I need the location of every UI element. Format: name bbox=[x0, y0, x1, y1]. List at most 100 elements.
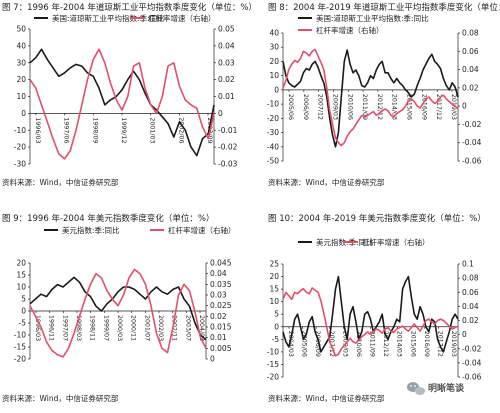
series-line-leverage bbox=[29, 268, 207, 358]
x-tick-label: 1996/11 bbox=[48, 315, 55, 341]
x-tick-label: 2016/09 bbox=[423, 331, 430, 357]
y-tick-label-left: 0 bbox=[21, 307, 26, 316]
x-tick-label: 2009/03 bbox=[331, 94, 338, 120]
x-tick-label: 2005/06 bbox=[301, 331, 308, 357]
chart-title: 图 8：2004 年-2019 年道琼斯工业平均指数季度变化（单位：%） bbox=[268, 2, 500, 13]
y-tick-label-right: 0.03 bbox=[210, 291, 227, 300]
chart-title: 图 7：1996 年-2004 年道琼斯工业平均指数季度变化（单位：%） bbox=[2, 2, 257, 13]
y-tick-label-left: 20 bbox=[16, 75, 26, 84]
y-tick-label-right: 0.02 bbox=[218, 75, 235, 84]
watermark-text: 明晰笔谈 bbox=[428, 382, 465, 394]
y-tick-label-right: -0.02 bbox=[218, 143, 238, 152]
x-ticks: 2004/03 2005/06 2006/09 2007/12 2009/03 2010/… bbox=[287, 326, 457, 357]
legend: 美元指数:季:同比 杠杆率增速（右轴） bbox=[44, 225, 236, 235]
y-tick-label-right: 0.04 bbox=[462, 302, 479, 311]
legend-label-2: 杠杆率增速（右轴） bbox=[316, 25, 384, 35]
series-line-index bbox=[282, 49, 459, 148]
y-tick-label-right: 0 bbox=[462, 102, 467, 111]
x-tick-label: 2014/03 bbox=[396, 331, 403, 357]
y-tick-label-right: 0.045 bbox=[210, 259, 232, 268]
x-tick-label: 2005/06 bbox=[287, 94, 294, 120]
y-tick-label-left: -30 bbox=[14, 160, 26, 169]
y-tick-label-left: 20 bbox=[16, 259, 26, 268]
y-tick-label-right: 0 bbox=[210, 355, 215, 364]
y-tick-label-left: 30 bbox=[269, 43, 279, 52]
x-tick-label: 2012/12 bbox=[376, 94, 383, 120]
series-line-index bbox=[29, 48, 215, 157]
y-tick-label-left: 25 bbox=[269, 260, 279, 269]
y-tick-label-left: -5 bbox=[272, 335, 280, 344]
y-tick-label-left: 0 bbox=[274, 85, 279, 94]
series-line-leverage bbox=[29, 48, 215, 160]
y-tick-label-left: -20 bbox=[267, 114, 279, 123]
y-tick-label-right: -0.01 bbox=[218, 126, 238, 135]
y-tick-label-right: 0.035 bbox=[210, 280, 232, 289]
legend-label-1: 美国:道琼斯工业平均指数:季:同比 bbox=[52, 13, 165, 23]
y-tick-label-left: -20 bbox=[14, 143, 26, 152]
y-tick-label-left: 20 bbox=[269, 272, 279, 281]
x-ticks: 1996/03 1996/11 1997/07 1998/03 1998/11 1999/… bbox=[34, 311, 205, 341]
y-tick-label-left: -20 bbox=[267, 373, 279, 382]
x-tick-label: 2016/09 bbox=[420, 94, 427, 120]
y-ticks-left: 20 15 10 5 0 -5 -10 -15 -20 bbox=[14, 259, 30, 364]
axes: 20151050-5-10-15-200.0450.040.0350.030.0… bbox=[14, 259, 232, 364]
y-ticks-right: 0.05 0.04 0.03 0.02 0.01 0 -0.01 -0.02 -0.03 bbox=[214, 25, 238, 169]
y-tick-label-left: 20 bbox=[269, 57, 279, 66]
x-tick-label: 2007/12 bbox=[317, 94, 324, 120]
y-tick-label-left: -50 bbox=[267, 157, 279, 166]
source-note: 资料来源：Wind，中信证券研究部 bbox=[2, 177, 119, 187]
y-tick-label-left: 5 bbox=[274, 310, 279, 319]
series-line-index bbox=[282, 275, 459, 353]
y-tick-label-right: 0.03 bbox=[218, 58, 235, 67]
series-line-index bbox=[29, 276, 207, 341]
x-tick-label: 2000/03 bbox=[116, 315, 123, 341]
y-tick-label-left: 30 bbox=[16, 58, 26, 67]
y-tick-label-left: -40 bbox=[267, 142, 279, 151]
y-tick-label-right: 0.005 bbox=[210, 344, 232, 353]
chart-title: 图 9：1996 年-2004 年美元指数季度变化（单位：%） bbox=[2, 213, 214, 224]
x-tick-label: 2001/07 bbox=[143, 315, 150, 341]
x-tick-label: 2004/03 bbox=[198, 315, 205, 341]
y-tick-label-left: -15 bbox=[267, 360, 279, 369]
y-tick-label-right: 0.04 bbox=[210, 269, 227, 278]
y-tick-label-right: -0.04 bbox=[462, 358, 482, 367]
y-tick-label-right: 0.08 bbox=[462, 274, 479, 283]
y-tick-label-left: -5 bbox=[19, 319, 27, 328]
x-tick-label: 2011/09 bbox=[369, 331, 376, 357]
chart-panel-7: 图 7：1996 年-2004 年道琼斯工业平均指数季度变化（单位：%）美国:道… bbox=[2, 2, 257, 187]
x-tick-label: 2014/03 bbox=[391, 94, 398, 120]
y-tick-label-right: 0.04 bbox=[218, 41, 235, 50]
y-tick-label-right: 0.1 bbox=[462, 260, 474, 269]
y-tick-label-right: 0.06 bbox=[462, 288, 479, 297]
y-tick-label-right: 0.05 bbox=[218, 25, 235, 34]
y-tick-label-left: -30 bbox=[267, 128, 279, 137]
x-tick-label: 1996/03 bbox=[34, 315, 41, 341]
y-ticks-left: 40 30 20 10 0 -10 -20 -30 -40 -50 bbox=[267, 29, 283, 166]
x-tick-label: 2002/06 bbox=[177, 117, 184, 143]
watermark: 明晰笔谈 bbox=[407, 382, 465, 395]
y-tick-label-left: 0 bbox=[21, 109, 26, 118]
x-tick-label: 1998/09 bbox=[91, 117, 98, 143]
y-tick-label-right: 0.06 bbox=[462, 47, 479, 56]
y-tick-label-left: -10 bbox=[267, 100, 279, 109]
x-tick-label: 2006/09 bbox=[302, 94, 309, 120]
x-tick-label: 2000/11 bbox=[130, 315, 137, 341]
y-tick-label-left: 10 bbox=[269, 297, 279, 306]
y-tick-label-right: -0.02 bbox=[462, 344, 482, 353]
legend-label-2: 杠杆率增速（右轴） bbox=[148, 13, 216, 23]
y-ticks-right: 0.08 0.06 0.04 0.02 0 -0.02 -0.04 -0.06 bbox=[458, 29, 482, 166]
x-tick-label: 2010/06 bbox=[355, 331, 362, 357]
y-tick-label-left: 40 bbox=[269, 29, 279, 38]
y-tick-label-right: -0.02 bbox=[462, 120, 482, 129]
source-note: 资料来源：Wind，中信证券研究部 bbox=[268, 177, 385, 187]
x-tick-label: 1998/03 bbox=[75, 315, 82, 341]
series-line-leverage bbox=[282, 287, 459, 357]
y-tick-label-right: 0.025 bbox=[210, 301, 232, 310]
x-tick-label: 2002/11 bbox=[171, 315, 178, 341]
x-tick-label: 1997/06 bbox=[63, 117, 70, 143]
x-tick-label: 2011/09 bbox=[361, 94, 368, 120]
